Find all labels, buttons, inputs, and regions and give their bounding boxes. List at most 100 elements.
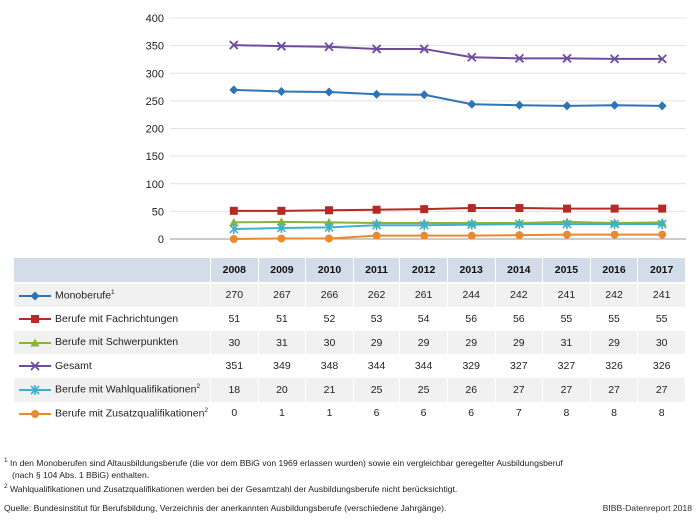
data-point [229,85,239,95]
table-cell: 30 [210,330,259,355]
data-point [609,54,620,64]
table-cell: 1 [258,401,307,426]
legend-label: Berufe mit Wahlqualifikationen [55,383,197,396]
table-cell: 21 [305,377,354,402]
legend-label: Berufe mit Zusatzqualifikationen [55,407,205,420]
source-line: Quelle: Bundesinstitut für Berufsbildung… [4,503,447,513]
table-cell: 55 [542,307,591,331]
table-cell: 348 [305,354,354,378]
table-row: Berufe mit Schwerpunkten 30 31 30 29 29 29 29 31… [14,330,686,355]
series-line [233,88,663,107]
table-header-blank [14,258,211,284]
footnote-1-text-cont: (nach § 104 Abs. 1 BBiG) enthalten. [12,469,150,480]
data-point [229,235,238,243]
year-header: 2012 [399,258,448,284]
legend-swatch [19,338,51,347]
data-point [229,40,239,50]
table-row: Gesamt 351 349 348 344 344 329 327 327 326 326 [14,354,686,378]
table-cell: 266 [305,282,354,308]
series-line [233,220,663,224]
data-point [31,409,39,418]
data-point [419,90,429,100]
table-cell: 242 [495,282,544,308]
table-cell: 329 [447,354,496,378]
y-tick-label: 350 [146,41,164,53]
data-point [514,53,525,63]
legend-label: Monoberufe [55,289,112,302]
y-tick-label: 150 [146,151,164,163]
table-cell: 8 [542,401,591,426]
y-tick-label: 50 [152,206,164,218]
data-point [229,217,239,226]
table-cell: 51 [210,307,259,331]
table-row: Berufe mit Zusatzqualifikationen2 0 1 1 6 6 6 7… [14,401,686,426]
data-point [30,385,40,396]
table-cell: 54 [399,307,448,331]
table-cell: 6 [447,401,496,426]
chart-y-axis: 0 50 100 150 200 250 300 350 400 [146,13,164,246]
data-point [467,52,477,62]
y-tick-label: 200 [146,124,164,136]
series-line [233,223,663,231]
table-cell: 267 [258,282,307,308]
table-cell: 244 [447,282,496,308]
data-point [276,217,286,226]
table-cell: 6 [399,401,448,426]
data-point [371,44,382,54]
data-point [419,220,429,231]
chart-series [229,40,667,243]
series-berufe-mit-zusatzqualifikationen [229,230,667,243]
data-point [610,100,620,110]
table-cell: 327 [495,354,544,378]
y-tick-label: 0 [158,234,164,246]
year-header: 2010 [305,258,354,284]
table-cell: 326 [637,354,686,378]
data-point [276,41,287,51]
table-cell: 26 [447,377,496,402]
data-point [276,222,286,233]
data-point [324,42,334,52]
table-cell: 27 [637,377,686,402]
table-cell: 27 [542,377,591,402]
table-cell: 351 [210,354,259,378]
series-line [233,207,663,212]
legend-entry: Berufe mit Schwerpunkten [14,330,211,355]
legend-footnote-marker: 2 [204,407,209,414]
data-point [277,234,286,243]
table-cell: 8 [590,401,639,426]
table-cell: 52 [305,307,354,331]
data-point [563,230,571,239]
legend-entry: Gesamt [14,354,211,378]
data-point [514,100,524,110]
series-gesamt [229,40,667,64]
data-point [610,230,619,239]
data-point [30,338,40,347]
table-cell: 53 [353,307,401,331]
year-header: 2011 [353,258,401,284]
year-header: 2015 [542,258,591,284]
legend-swatch [19,291,51,301]
data-point [30,291,40,301]
legend-label: Berufe mit Schwerpunkten [55,336,179,349]
table-cell: 27 [590,377,639,402]
table-cell: 31 [542,330,591,355]
table-cell: 8 [637,401,686,426]
table-cell: 0 [210,401,259,426]
table-cell: 20 [258,377,307,402]
table-row: Berufe mit Fachrichtungen 51 51 52 53 54 56 56 5… [14,307,686,331]
table-cell: 242 [590,282,639,308]
footnote-1-continued: (nach § 104 Abs. 1 BBiG) enthalten. [4,469,694,481]
y-tick-label: 300 [146,68,164,80]
legend-entry: Berufe mit Zusatzqualifikationen2 [14,401,211,426]
legend-entry: Berufe mit Wahlqualifikationen2 [14,377,211,402]
table-cell: 327 [542,354,591,378]
data-point [467,219,477,230]
table-cell: 29 [399,330,448,355]
footnote-1: 1 In den Monoberufen sind Altausbildungs… [4,455,694,469]
data-point [562,53,572,63]
data-point [658,230,667,239]
data-point [30,361,40,371]
year-header: 2008 [210,258,259,284]
table-cell: 29 [353,330,401,355]
data-point [562,101,572,111]
